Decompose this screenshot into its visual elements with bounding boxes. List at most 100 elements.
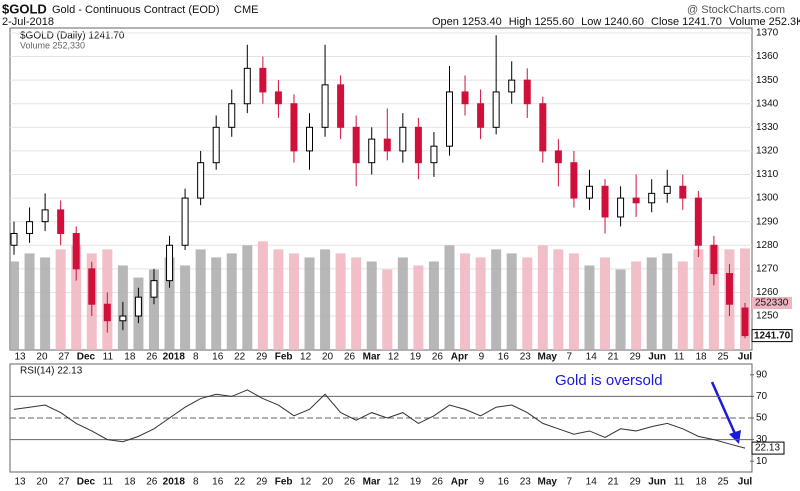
y-tick-label: 1250 — [756, 311, 779, 322]
volume-bar — [646, 257, 657, 350]
x-tick-label: 18 — [124, 352, 136, 363]
candle-body — [632, 197, 640, 204]
y-tick-label: 1350 — [756, 75, 779, 86]
candle-body — [41, 209, 49, 223]
candle-body — [321, 84, 329, 128]
y-tick-label: 1270 — [756, 263, 779, 274]
volume-bar — [211, 257, 222, 350]
volume-bar — [9, 261, 19, 350]
candle-body — [679, 185, 687, 199]
x-tick-label: Feb — [275, 352, 293, 363]
price-legend: $GOLD (Daily) 1241.70 — [20, 31, 125, 42]
x-tick-label: 26 — [146, 477, 158, 488]
candle-body — [741, 307, 749, 337]
x-tick-label: 16 — [212, 352, 224, 363]
volume-bar — [288, 253, 299, 350]
candle-body — [352, 126, 360, 164]
volume-bar — [708, 245, 719, 350]
quote-label: Open — [432, 16, 459, 28]
volume-bar — [335, 253, 346, 350]
candle-body — [274, 91, 282, 105]
x-tick-label: 7 — [566, 352, 572, 363]
x-tick-label: 20 — [36, 477, 48, 488]
x-tick-label: 26 — [344, 352, 356, 363]
x-tick-label: Jul — [738, 352, 753, 363]
candle-body — [243, 67, 251, 105]
candle-body — [492, 91, 500, 128]
x-tick-label: 22 — [234, 477, 246, 488]
volume-legend: Volume 252,330 — [20, 40, 85, 50]
date: 2-Jul-2018 — [2, 16, 54, 28]
x-tick-label: 14 — [586, 477, 598, 488]
volume-bar — [304, 257, 315, 350]
x-tick-label: Mar — [363, 352, 381, 363]
volume-bar — [24, 253, 35, 350]
candle-body — [508, 79, 516, 93]
candle-body — [663, 185, 671, 194]
x-tick-label: 2018 — [163, 352, 186, 363]
rsi-tick-label: 70 — [756, 391, 768, 402]
x-tick-label: 11 — [103, 352, 114, 363]
candle-body — [290, 103, 298, 152]
volume-bar — [148, 269, 159, 350]
quote-value: 1240.60 — [604, 16, 644, 28]
candle-body — [10, 232, 18, 246]
volume-bar — [55, 249, 66, 350]
volume-bar — [491, 249, 502, 350]
x-tick-label: 20 — [322, 477, 334, 488]
volume-bar — [382, 269, 393, 350]
rsi-tick-label: 30 — [756, 434, 768, 445]
candle-body — [306, 126, 314, 152]
volume-bar — [600, 257, 611, 350]
x-tick-label: 29 — [256, 477, 268, 488]
x-tick-label: 26 — [432, 352, 444, 363]
volume-bar — [428, 261, 439, 350]
quote-value: 1255.60 — [534, 16, 574, 28]
volume-bar — [242, 245, 253, 350]
x-tick-label: Dec — [77, 477, 96, 488]
volume-bar — [164, 257, 175, 350]
candle-body — [26, 221, 34, 234]
y-tick-label: 1360 — [756, 51, 779, 62]
volume-bar — [40, 257, 51, 350]
rsi-tick-label: 50 — [756, 413, 768, 424]
volume-label-box — [752, 297, 792, 309]
candle-body — [648, 192, 656, 204]
x-tick-label: 21 — [608, 477, 620, 488]
quote-value: 252.3K — [769, 16, 800, 28]
volume-bar — [537, 245, 548, 350]
rsi-label: 22.13 — [755, 443, 780, 454]
x-tick-label: 20 — [36, 352, 48, 363]
x-tick-label: 21 — [608, 352, 620, 363]
x-tick-label: Apr — [451, 352, 468, 363]
volume-bar — [584, 265, 595, 350]
candle-body — [72, 232, 80, 270]
volume-bar — [475, 257, 486, 350]
x-tick-label: 14 — [586, 352, 598, 363]
rsi-label-box — [751, 441, 785, 455]
y-tick-label: 1310 — [756, 169, 779, 180]
volume-bar — [257, 241, 268, 350]
x-tick-label: Jul — [738, 477, 753, 488]
x-tick-label: Jun — [648, 352, 666, 363]
candle-body — [570, 162, 578, 199]
arrow-head — [729, 430, 741, 444]
volume-bar — [662, 253, 673, 350]
volume-bar — [631, 261, 642, 350]
candle-body — [150, 280, 158, 298]
x-tick-label: 7 — [566, 477, 572, 488]
x-tick-label: 16 — [498, 477, 510, 488]
subtitle: Gold - Continuous Contract (EOD) — [52, 4, 220, 16]
y-tick-label: 1280 — [756, 240, 779, 251]
rsi-line — [13, 389, 746, 449]
volume-bar — [740, 248, 750, 350]
volume-bar — [366, 261, 377, 350]
quote-label: Volume — [729, 16, 766, 28]
x-tick-label: 29 — [256, 352, 268, 363]
x-tick-label: 27 — [58, 477, 70, 488]
x-tick-label: 23 — [520, 352, 532, 363]
volume-bar — [615, 269, 626, 350]
title: $GOLD — [2, 1, 47, 16]
candle-body — [445, 91, 453, 147]
x-tick-label: 18 — [695, 352, 707, 363]
